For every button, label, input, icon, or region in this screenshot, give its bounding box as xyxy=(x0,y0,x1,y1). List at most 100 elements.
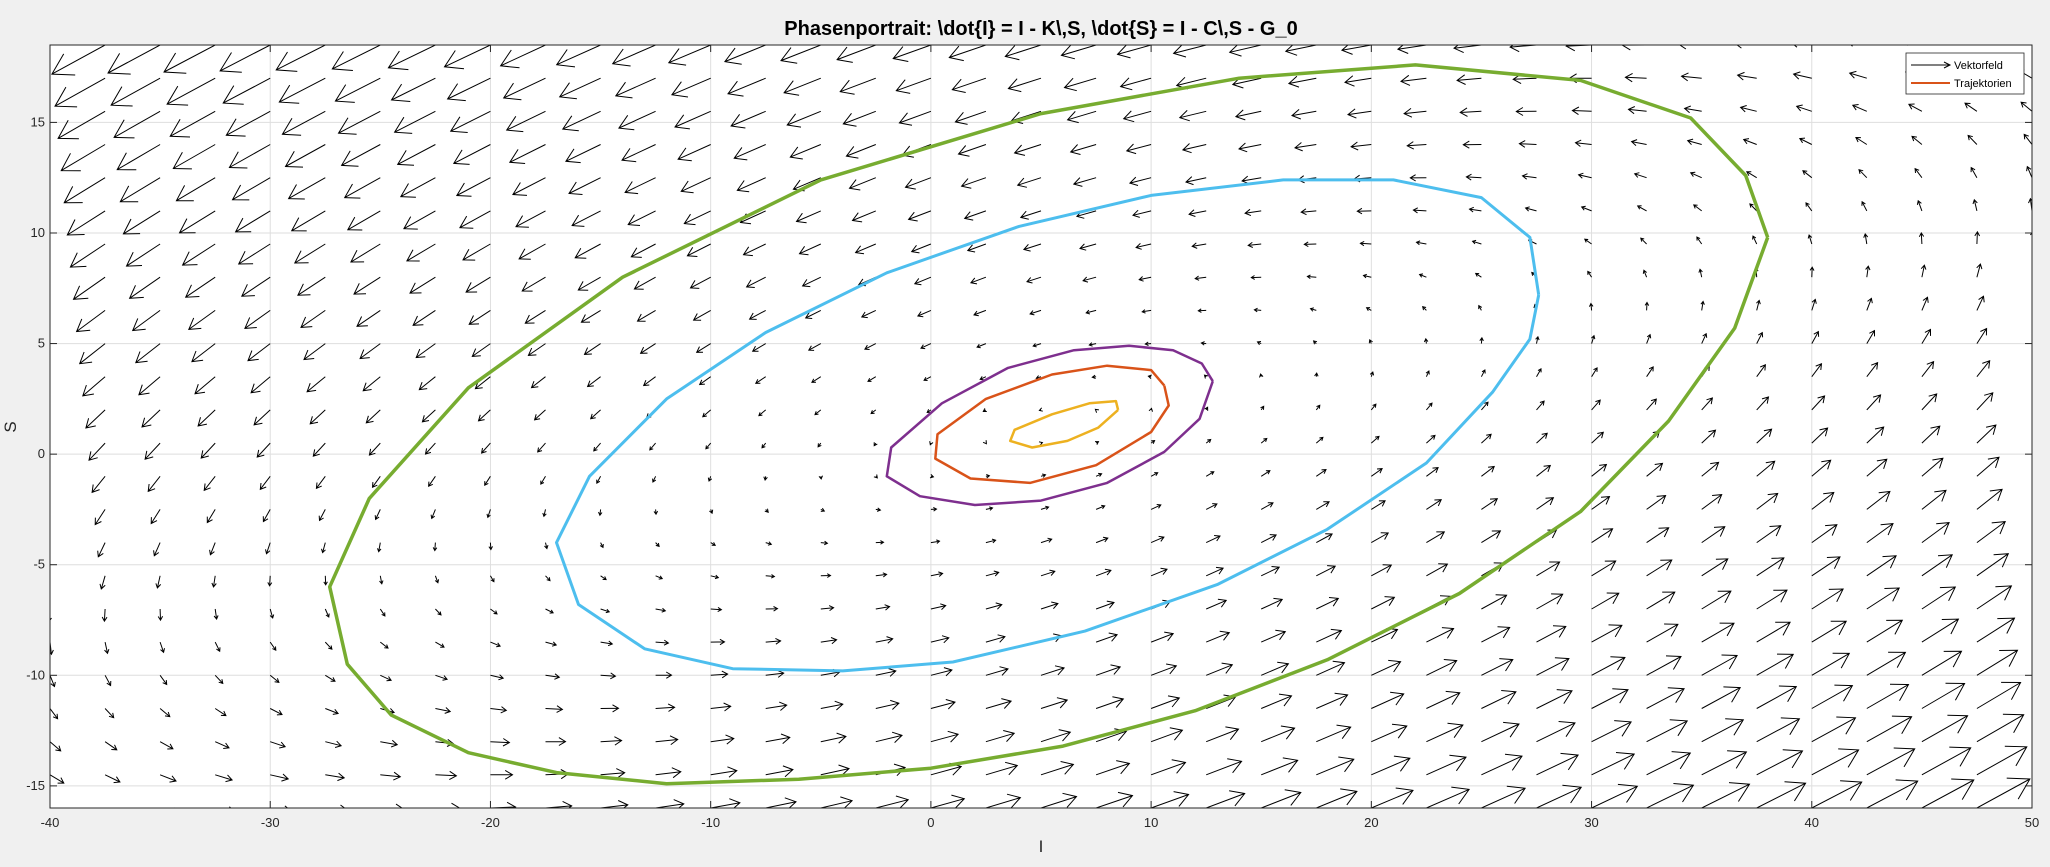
vector-field-arrow xyxy=(710,542,717,546)
vector-field-arrow xyxy=(50,509,51,511)
vector-field-arrow xyxy=(1921,554,1954,577)
legend-label-vektorfeld: Vektorfeld xyxy=(1954,60,2003,72)
vector-field-arrow xyxy=(69,243,106,268)
vector-field-arrow xyxy=(1974,230,1981,245)
vector-field-arrow xyxy=(1091,374,1097,380)
vector-field-arrow xyxy=(270,773,290,782)
vector-field-arrow xyxy=(798,243,822,256)
vector-field-arrow xyxy=(818,475,823,480)
vector-field-arrow xyxy=(652,476,657,483)
vector-field-arrow xyxy=(976,343,987,349)
vector-field-arrow xyxy=(633,276,656,290)
vector-field-arrow xyxy=(1150,631,1175,643)
vector-field-arrow xyxy=(1038,441,1044,446)
vector-field-arrow xyxy=(1866,297,1873,311)
vector-field-arrow xyxy=(1591,624,1623,643)
vector-field-arrow xyxy=(820,540,829,546)
vector-field-arrow xyxy=(1921,328,1931,344)
vector-field-arrow xyxy=(1809,266,1815,278)
vector-field-arrow xyxy=(1206,630,1231,643)
vector-field-arrow xyxy=(1976,585,2013,610)
vector-field-arrow xyxy=(490,641,501,648)
vector-field-arrow xyxy=(1069,144,1097,155)
vector-field-arrow xyxy=(1811,780,1863,808)
vector-field-arrow xyxy=(710,638,726,646)
vector-field-arrow xyxy=(1524,206,1537,212)
vector-field-arrow xyxy=(50,476,51,478)
vector-field-arrow xyxy=(197,409,216,427)
vector-field-arrow xyxy=(1004,45,1042,61)
vector-field-arrow xyxy=(1906,45,1922,46)
vector-field-arrow xyxy=(1481,658,1514,676)
vector-field-arrow xyxy=(449,110,491,133)
vector-field-arrow xyxy=(1206,758,1243,776)
vector-field-arrow xyxy=(1976,713,2025,743)
vector-field-arrow xyxy=(1260,437,1268,444)
vector-field-arrow xyxy=(1426,434,1436,444)
vector-field-arrow xyxy=(278,77,326,104)
vector-field-arrow xyxy=(1591,334,1596,344)
vector-field-arrow xyxy=(1007,77,1042,93)
vector-field-arrow xyxy=(2031,266,2032,278)
vector-field-arrow xyxy=(396,144,436,166)
vector-field-arrow xyxy=(1197,308,1207,313)
vector-field-arrow xyxy=(1577,172,1592,179)
vector-field-arrow xyxy=(203,475,216,492)
vector-field-arrow xyxy=(281,110,326,136)
vector-field-arrow xyxy=(1646,366,1654,377)
vector-field-arrow xyxy=(104,741,118,751)
vector-field-arrow xyxy=(247,343,271,362)
vector-field-arrow xyxy=(1200,341,1207,346)
vector-field-arrow xyxy=(403,210,436,230)
vector-field-arrow xyxy=(1369,371,1375,377)
vector-field-arrow xyxy=(1040,473,1047,478)
vector-field-arrow xyxy=(1203,374,1209,379)
vector-field-arrow xyxy=(459,210,491,229)
vector-field-arrow xyxy=(393,110,436,134)
vector-field-arrow xyxy=(82,376,106,397)
vector-field-arrow xyxy=(1536,625,1567,643)
vector-field-arrow xyxy=(219,45,271,73)
vector-field-arrow xyxy=(851,210,876,223)
vector-field-arrow xyxy=(1150,535,1165,544)
vector-field-arrow xyxy=(873,474,878,479)
vector-field-arrow xyxy=(765,669,785,678)
vector-field-arrow xyxy=(377,542,382,553)
vector-field-arrow xyxy=(434,575,440,584)
vector-field-arrow xyxy=(1426,402,1433,411)
vector-field-arrow xyxy=(913,276,932,286)
vector-field-arrow xyxy=(1756,299,1761,311)
legend[interactable]: Vektorfeld Trajektorien xyxy=(1905,52,2025,95)
vector-field-arrow xyxy=(1415,240,1427,246)
vector-field-arrow xyxy=(188,309,216,330)
vector-field-arrow xyxy=(1206,598,1228,610)
vector-field-arrow xyxy=(2031,475,2032,477)
vector-field-arrow xyxy=(1976,456,2000,477)
vector-field-arrow xyxy=(1701,686,1742,709)
vector-field-arrow xyxy=(1515,107,1537,116)
vector-field-arrow xyxy=(1591,496,1611,510)
vector-field-arrow xyxy=(1921,489,1947,510)
vector-field-arrow xyxy=(1811,491,1835,510)
vector-field-arrow xyxy=(1481,401,1489,411)
vector-field-arrow xyxy=(50,244,51,245)
vector-field-arrow xyxy=(228,144,271,169)
vector-field-arrow xyxy=(462,243,491,261)
vector-field-arrow xyxy=(1701,590,1732,610)
vector-field-arrow xyxy=(698,376,711,386)
vector-field-arrow xyxy=(1646,591,1676,610)
vector-field-arrow xyxy=(580,309,601,323)
vector-field-arrow xyxy=(222,77,271,105)
vector-field-arrow xyxy=(1019,210,1042,220)
vector-field-arrow xyxy=(50,409,51,411)
vector-field-arrow xyxy=(415,343,436,359)
vector-field-arrow xyxy=(505,110,546,133)
vector-field-arrow xyxy=(159,708,171,718)
vector-field-arrow xyxy=(655,735,679,746)
vector-field-arrow xyxy=(1536,593,1564,610)
vector-field-arrow xyxy=(624,177,656,195)
vector-field-arrow xyxy=(508,144,546,164)
vector-field-arrow xyxy=(412,309,436,326)
vector-field-arrow xyxy=(860,309,877,319)
